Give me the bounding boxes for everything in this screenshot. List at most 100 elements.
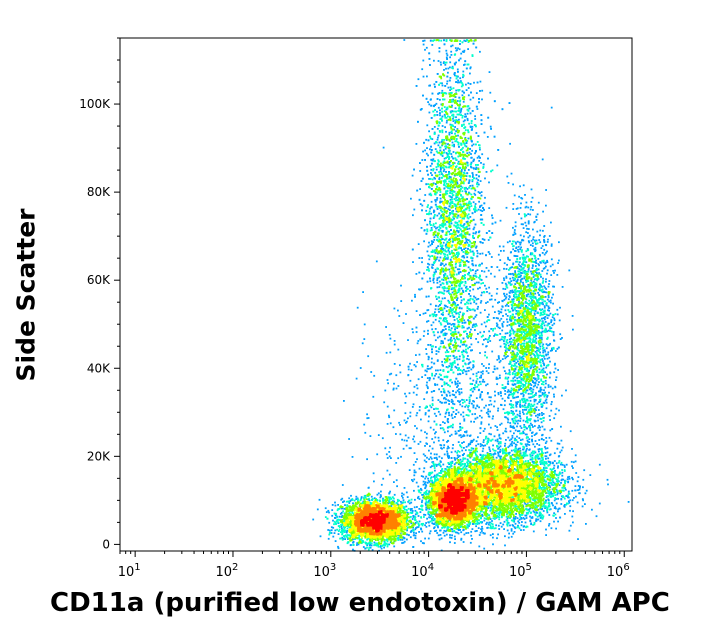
- data-point: [516, 422, 519, 425]
- data-point: [456, 457, 458, 460]
- data-point: [553, 395, 555, 398]
- data-point: [442, 428, 445, 431]
- data-point: [431, 372, 433, 375]
- data-point: [472, 458, 474, 461]
- data-point: [443, 444, 446, 446]
- data-point: [452, 411, 455, 413]
- data-point: [457, 349, 460, 352]
- data-point: [341, 533, 343, 536]
- data-point: [445, 207, 448, 209]
- data-point: [518, 241, 521, 244]
- data-point: [433, 239, 436, 241]
- data-point: [444, 297, 446, 300]
- data-point: [447, 425, 450, 428]
- data-point: [548, 514, 551, 516]
- data-point: [531, 196, 534, 199]
- data-point: [490, 439, 492, 442]
- data-point: [452, 301, 455, 304]
- data-point: [415, 532, 417, 535]
- data-point: [496, 438, 499, 441]
- data-point: [431, 92, 434, 95]
- data-point: [464, 113, 467, 116]
- data-point: [552, 334, 555, 337]
- data-point: [441, 447, 443, 450]
- data-point: [483, 406, 486, 409]
- data-point: [484, 444, 487, 447]
- data-point: [462, 326, 465, 329]
- data-point: [442, 342, 444, 344]
- data-point: [523, 446, 526, 449]
- data-point: [512, 379, 514, 382]
- data-point: [424, 431, 426, 434]
- data-point: [431, 178, 434, 181]
- data-point: [406, 439, 408, 442]
- data-point: [552, 293, 554, 296]
- data-point: [543, 253, 546, 256]
- data-point: [536, 512, 538, 514]
- data-point: [543, 389, 545, 392]
- data-point: [468, 233, 471, 236]
- data-point: [475, 440, 478, 443]
- data-point: [447, 277, 450, 280]
- data-point: [376, 542, 378, 545]
- data-point: [520, 278, 523, 281]
- data-point: [409, 447, 412, 450]
- data-point: [442, 531, 445, 534]
- data-point: [438, 335, 441, 338]
- data-point: [472, 400, 474, 402]
- data-point: [460, 287, 463, 290]
- data-point: [416, 189, 419, 192]
- data-point: [461, 405, 464, 408]
- data-point: [431, 357, 433, 360]
- data-point: [514, 233, 517, 235]
- data-point: [424, 413, 427, 416]
- data-point: [507, 396, 509, 399]
- data-point: [538, 450, 540, 453]
- data-point: [568, 269, 571, 272]
- data-point: [564, 513, 566, 515]
- data-point: [471, 184, 474, 187]
- data-point: [541, 392, 544, 394]
- data-point: [418, 406, 421, 408]
- data-point: [515, 362, 518, 364]
- data-point: [539, 229, 542, 232]
- data-point: [506, 324, 509, 327]
- data-point: [559, 492, 562, 495]
- data-point: [511, 307, 513, 310]
- data-point: [424, 159, 426, 161]
- data-point: [431, 351, 433, 354]
- data-point: [441, 457, 443, 460]
- data-point: [456, 216, 459, 219]
- data-point: [388, 501, 391, 504]
- data-point: [481, 515, 484, 517]
- data-point: [430, 104, 433, 107]
- data-point: [469, 72, 471, 75]
- data-point: [549, 265, 552, 268]
- data-point: [517, 344, 519, 346]
- data-point: [413, 469, 416, 472]
- data-point: [468, 346, 471, 348]
- data-point: [513, 432, 515, 435]
- data-point: [426, 147, 428, 149]
- data-point: [473, 457, 476, 460]
- data-point: [519, 399, 521, 402]
- data-point: [542, 371, 544, 374]
- data-point: [388, 373, 391, 376]
- data-point: [555, 507, 557, 510]
- data-point: [430, 172, 432, 174]
- data-point: [439, 197, 442, 200]
- data-point: [431, 267, 434, 269]
- data-point: [482, 445, 485, 447]
- data-point: [533, 461, 536, 463]
- data-point: [426, 365, 429, 368]
- data-point: [542, 367, 545, 370]
- data-point: [494, 527, 497, 530]
- data-point: [508, 445, 511, 447]
- data-point: [448, 163, 451, 166]
- data-point: [498, 301, 500, 303]
- data-point: [554, 469, 556, 472]
- data-point: [519, 405, 521, 407]
- data-point: [558, 460, 561, 462]
- data-point: [548, 356, 551, 359]
- data-point: [537, 263, 540, 265]
